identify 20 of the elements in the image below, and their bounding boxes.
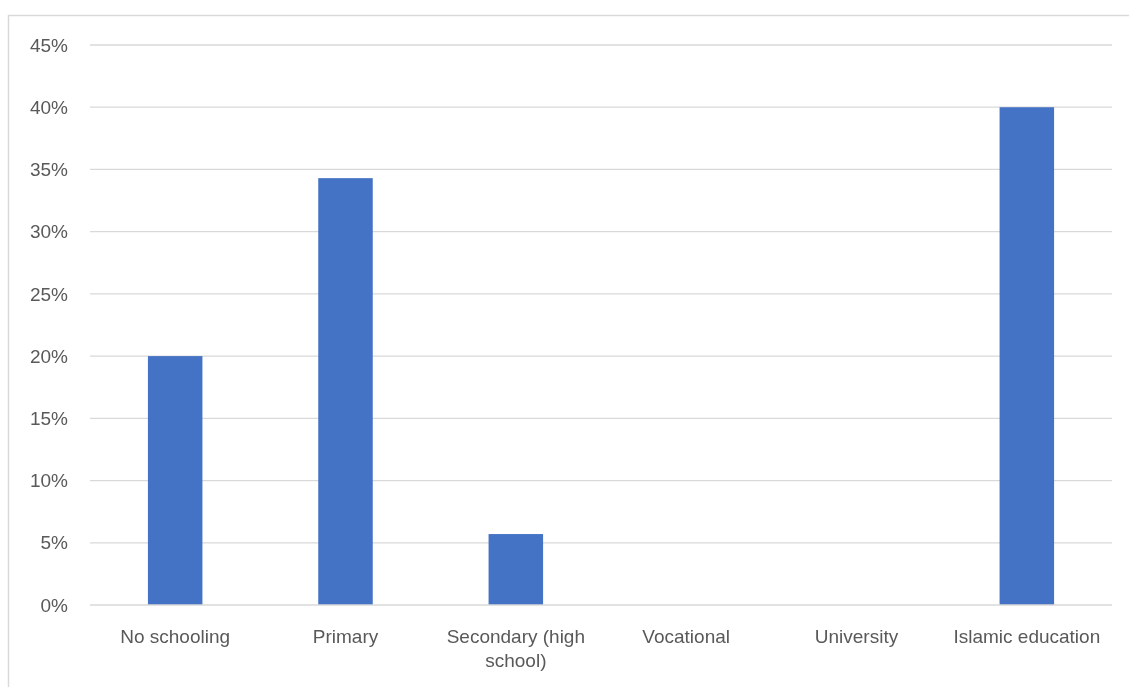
y-tick-label: 20% [29, 345, 69, 367]
y-tick-label: 35% [29, 159, 69, 181]
y-tick-label: 30% [29, 221, 69, 243]
x-tick-label: Primary [312, 626, 379, 647]
x-tick-label: Islamic education [953, 626, 1101, 647]
y-tick-label: 15% [29, 407, 69, 429]
y-tick-label: 25% [29, 283, 69, 305]
y-tick-label: 5% [40, 532, 69, 554]
x-tick-label: University [814, 626, 899, 647]
y-tick-label: 10% [29, 470, 69, 492]
bar [999, 107, 1055, 605]
y-tick-label: 45% [29, 34, 69, 56]
x-tick-label: Vocational [642, 626, 731, 647]
bar [147, 356, 203, 605]
y-tick-label: 0% [40, 594, 69, 616]
bar [488, 534, 544, 605]
x-tick-label: Secondary (high school) [446, 626, 586, 671]
y-tick-label: 40% [29, 96, 69, 118]
bar [318, 178, 373, 605]
x-tick-label: No schooling [120, 626, 231, 647]
